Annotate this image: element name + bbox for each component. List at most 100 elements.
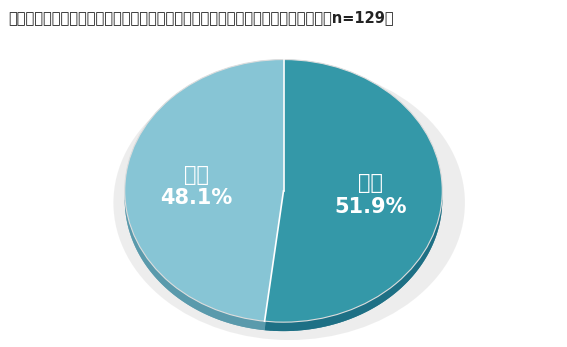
Polygon shape [147, 258, 148, 268]
Polygon shape [148, 259, 149, 269]
Polygon shape [232, 315, 233, 324]
Polygon shape [252, 320, 253, 329]
Polygon shape [223, 312, 225, 322]
Polygon shape [270, 322, 271, 331]
Polygon shape [395, 283, 396, 293]
Text: 48.1%: 48.1% [160, 188, 232, 209]
Polygon shape [269, 322, 270, 331]
Polygon shape [327, 317, 329, 326]
Polygon shape [251, 319, 252, 329]
Polygon shape [412, 267, 413, 277]
Polygon shape [361, 305, 362, 314]
Polygon shape [399, 280, 400, 290]
Polygon shape [350, 310, 352, 319]
Polygon shape [230, 314, 231, 324]
Polygon shape [220, 311, 221, 321]
Polygon shape [313, 320, 314, 329]
Polygon shape [160, 274, 162, 284]
Text: ない: ない [184, 164, 209, 185]
Polygon shape [291, 322, 293, 331]
Polygon shape [233, 315, 234, 324]
Polygon shape [231, 315, 232, 324]
Polygon shape [201, 303, 202, 313]
Polygon shape [379, 295, 380, 305]
Polygon shape [198, 302, 200, 311]
Polygon shape [226, 313, 227, 323]
Polygon shape [392, 286, 393, 295]
Polygon shape [420, 257, 421, 267]
Polygon shape [238, 316, 239, 326]
Polygon shape [185, 294, 187, 304]
Polygon shape [411, 268, 412, 278]
Polygon shape [339, 314, 340, 323]
Polygon shape [271, 322, 273, 331]
Polygon shape [417, 261, 418, 271]
Polygon shape [243, 318, 244, 327]
Polygon shape [266, 321, 267, 330]
Polygon shape [150, 262, 151, 272]
Polygon shape [244, 318, 246, 327]
Polygon shape [374, 298, 375, 308]
Polygon shape [407, 272, 408, 282]
Polygon shape [366, 303, 367, 312]
Polygon shape [317, 319, 318, 328]
Polygon shape [253, 320, 254, 329]
Polygon shape [321, 318, 322, 328]
Polygon shape [167, 280, 168, 290]
Polygon shape [276, 322, 277, 331]
Polygon shape [403, 277, 404, 287]
Polygon shape [155, 268, 156, 278]
Polygon shape [264, 321, 265, 330]
Polygon shape [365, 303, 366, 313]
Polygon shape [187, 295, 188, 305]
Polygon shape [217, 310, 218, 319]
Polygon shape [335, 315, 336, 324]
Polygon shape [214, 309, 215, 318]
Polygon shape [405, 274, 406, 284]
Polygon shape [222, 312, 223, 321]
Polygon shape [205, 305, 206, 314]
Polygon shape [391, 286, 392, 296]
Polygon shape [426, 247, 427, 257]
Polygon shape [213, 308, 214, 318]
Polygon shape [323, 318, 325, 327]
Polygon shape [320, 319, 321, 328]
Polygon shape [215, 309, 216, 319]
Polygon shape [235, 316, 236, 325]
Polygon shape [355, 307, 356, 317]
Polygon shape [277, 322, 278, 331]
Polygon shape [397, 282, 398, 291]
Polygon shape [273, 322, 274, 331]
Polygon shape [326, 317, 327, 326]
Polygon shape [398, 281, 399, 291]
Polygon shape [153, 265, 154, 275]
Polygon shape [204, 304, 205, 314]
Polygon shape [174, 286, 175, 296]
Polygon shape [377, 296, 378, 306]
Polygon shape [394, 284, 395, 294]
Polygon shape [337, 314, 339, 323]
Polygon shape [303, 321, 305, 330]
Polygon shape [371, 300, 373, 309]
Polygon shape [415, 263, 416, 273]
Polygon shape [293, 322, 294, 331]
Polygon shape [159, 272, 160, 282]
Polygon shape [182, 291, 183, 301]
Polygon shape [208, 306, 209, 315]
Polygon shape [358, 306, 359, 315]
Polygon shape [427, 246, 428, 256]
Polygon shape [221, 312, 222, 321]
Polygon shape [329, 316, 330, 326]
Polygon shape [206, 306, 208, 315]
Polygon shape [242, 318, 243, 327]
Polygon shape [225, 313, 226, 322]
Polygon shape [281, 322, 282, 331]
Polygon shape [305, 321, 306, 330]
Polygon shape [421, 255, 422, 265]
Polygon shape [387, 289, 388, 299]
Polygon shape [168, 281, 169, 291]
Polygon shape [227, 314, 229, 323]
Polygon shape [219, 311, 220, 320]
Polygon shape [301, 321, 302, 330]
Polygon shape [290, 322, 291, 331]
